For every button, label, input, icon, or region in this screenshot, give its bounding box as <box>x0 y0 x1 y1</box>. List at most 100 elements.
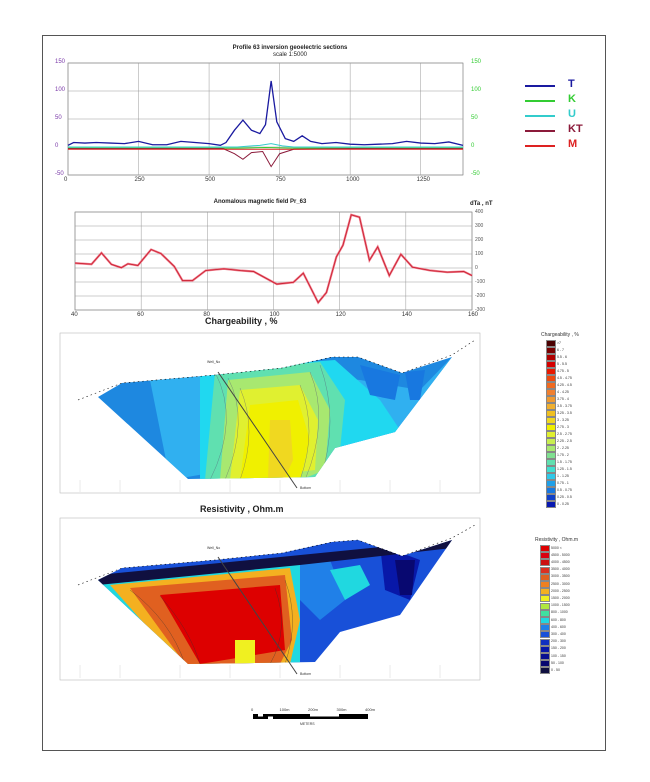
legend-swatch <box>540 667 550 675</box>
y-tick-label-right: -300 <box>475 307 486 313</box>
legend-swatch <box>546 368 556 375</box>
legend-label: 1.25 - 1.5 <box>557 466 572 471</box>
legend-label: 200 - 300 <box>551 639 566 644</box>
legend-label: 0.25 - 0.5 <box>557 494 572 499</box>
chart2-title: Anomalous magnetic field Pr_63 <box>213 199 307 205</box>
legend-label: 4.25 - 4.5 <box>557 382 572 387</box>
legend-label: 0.5 - 0.75 <box>557 487 572 492</box>
x-tick-label: 160 <box>468 312 479 318</box>
legend-label: 5 - 5.5 <box>557 361 567 366</box>
x-tick-label: 100 <box>269 312 280 318</box>
x-tick-label: 250 <box>134 177 145 183</box>
legend-swatch <box>546 431 556 438</box>
y-tick-label-right: 100 <box>475 251 484 257</box>
y-tick-label-right: 0 <box>471 143 475 149</box>
legend-label: 3 - 3.25 <box>557 417 569 422</box>
legend-label: 2500 - 3000 <box>551 581 570 586</box>
legend-swatch <box>546 361 556 368</box>
legend-swatch <box>546 466 556 473</box>
series-u-line <box>68 143 463 148</box>
legend-title: Chargeability , % <box>541 332 579 338</box>
legend-swatch <box>546 459 556 466</box>
legend-label: 800 - 1000 <box>551 610 568 615</box>
legend-swatch <box>546 403 556 410</box>
legend-swatch <box>546 382 556 389</box>
legend-title: Resistivity , Ohm.m <box>535 537 579 543</box>
legend-label-k: K <box>568 93 576 105</box>
legend-swatch <box>540 566 550 574</box>
chart1-title: Profile 63 inversion geoelectric section… <box>232 45 348 51</box>
y-tick-label-right: -50 <box>471 171 480 177</box>
legend-label-u: U <box>568 108 576 120</box>
legend-label: 0 - 50 <box>551 667 560 672</box>
legend-swatch <box>540 638 550 646</box>
legend-label: 4000 - 4500 <box>551 559 570 564</box>
legend-swatch <box>540 581 550 588</box>
legend-label: 5.5 - 6 <box>557 354 567 359</box>
magnetic-field-line <box>74 214 473 304</box>
legend-label: 3000 - 3500 <box>551 574 570 579</box>
y-tick-label-right: 150 <box>471 59 482 65</box>
legend-label: 6 - 7 <box>557 347 565 352</box>
legend-swatch <box>540 660 550 668</box>
legend-swatch <box>540 552 550 560</box>
legend-swatch <box>546 389 556 396</box>
legend-swatch-m <box>525 145 555 147</box>
y-tick-label-left: 150 <box>55 59 66 65</box>
bottom-label-2: Bottom <box>300 672 312 676</box>
legend-swatch <box>546 452 556 459</box>
legend-label: 0.75 - 1 <box>557 480 569 485</box>
legend-swatch <box>546 354 556 361</box>
legend-swatch <box>546 487 556 494</box>
legend-label: 2000 - 2500 <box>551 588 570 593</box>
series-k-line <box>68 147 463 149</box>
legend-swatch <box>540 573 550 581</box>
legend-swatch <box>546 375 556 382</box>
legend-swatch-t <box>525 85 555 87</box>
x-tick-label: 80 <box>203 312 211 318</box>
x-tick-label: 750 <box>275 177 286 183</box>
scalebar-label: METERS <box>300 722 315 726</box>
x-tick-label: 0 <box>64 177 68 183</box>
resistivity-title: Resistivity , Ohm.m <box>200 504 284 514</box>
legend-label: 1 - 1.25 <box>557 473 569 478</box>
y-tick-label-left: 50 <box>55 115 62 121</box>
legend-label: 4.75 - 5 <box>557 368 569 373</box>
legend-swatch <box>540 653 550 660</box>
legend-label: 0 - 0.25 <box>557 501 569 506</box>
x-tick-label: 40 <box>71 312 78 318</box>
legend-label: 5000 < <box>551 545 562 550</box>
chargeability-title: Chargeability , % <box>205 316 278 326</box>
chart1-subtitle: scale 1:5000 <box>272 52 308 58</box>
chart2-ylabel: dTa , nT <box>470 201 493 207</box>
legend-label-kt: KT <box>568 123 583 135</box>
legend-swatch <box>546 473 556 480</box>
well-label-2: Well_No <box>207 546 221 550</box>
y-tick-label-right: 50 <box>471 115 478 121</box>
legend-label: 1.75 - 2 <box>557 452 569 457</box>
legend-swatch <box>540 602 550 610</box>
legend-label: 2 - 2.25 <box>557 445 569 450</box>
legend-label: >7 <box>557 340 561 345</box>
y-tick-label-left: 100 <box>55 87 66 93</box>
y-tick-label-left: -50 <box>55 171 64 177</box>
legend-label: 1.5 - 1.75 <box>557 459 572 464</box>
page-frame <box>42 35 606 751</box>
legend-label: 4500 - 5000 <box>551 552 570 557</box>
legend-swatch <box>546 410 556 417</box>
legend-swatch <box>540 609 550 617</box>
legend-swatch <box>546 396 556 403</box>
y-tick-label-right: 300 <box>475 223 484 229</box>
legend-swatch <box>546 424 556 431</box>
scalebar-tick: 200m <box>308 707 319 712</box>
scalebar-tick: 300m <box>336 707 347 712</box>
x-tick-label: 1000 <box>346 177 360 183</box>
legend-label: 50 - 100 <box>551 660 564 665</box>
legend-swatch <box>540 588 550 596</box>
legend-label: 3.75 - 4 <box>557 396 569 401</box>
